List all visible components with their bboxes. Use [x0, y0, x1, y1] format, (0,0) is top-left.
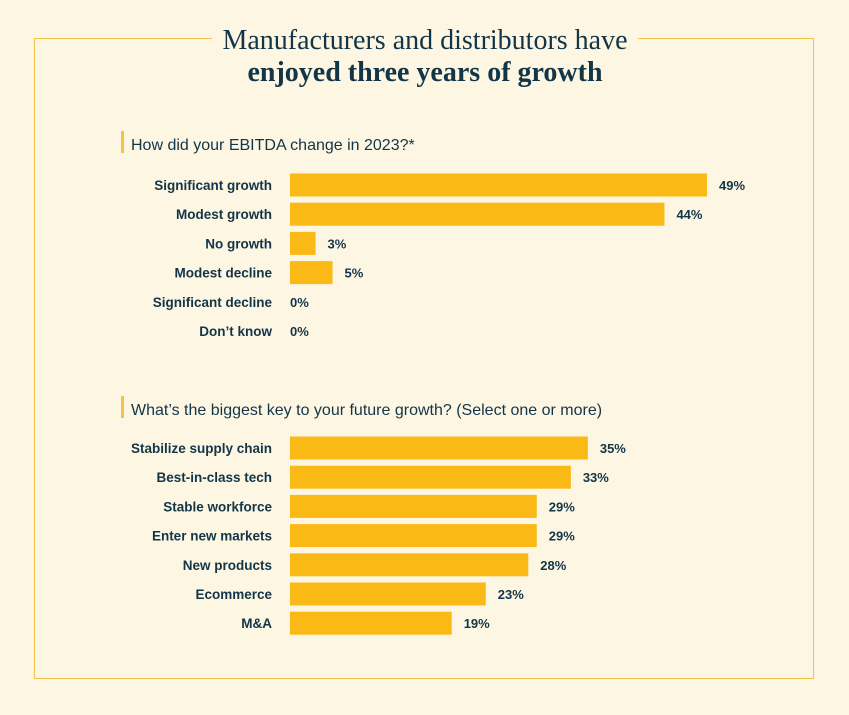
chart-1-value-label: 0%	[290, 324, 309, 339]
chart-1-question: How did your EBITDA change in 2023?*	[131, 137, 415, 154]
chart-2-value-label: 29%	[549, 529, 575, 544]
chart-1-value-label: 5%	[345, 266, 364, 281]
chart-1-value-label: 0%	[290, 295, 309, 310]
chart-1-category-label: Modest growth	[176, 207, 272, 222]
chart-2-category-label: New products	[183, 558, 272, 573]
chart-2-bar	[290, 553, 529, 577]
chart-2-value-label: 28%	[540, 558, 566, 573]
chart-2-value-label: 19%	[464, 616, 490, 631]
chart-2-category-label: Best-in-class tech	[156, 470, 272, 485]
chart-2-bar	[290, 611, 452, 635]
chart-1-category-label: Significant decline	[153, 295, 273, 310]
chart-2-bar	[290, 436, 588, 460]
chart-2-category-label: Stabilize supply chain	[131, 441, 272, 456]
chart-2-category-label: Enter new markets	[152, 529, 272, 544]
chart-1-category-label: Modest decline	[174, 266, 272, 281]
chart-2-value-label: 35%	[600, 441, 626, 456]
chart-2-bar	[290, 494, 537, 518]
chart-1-value-label: 49%	[719, 178, 745, 193]
chart-2-bar	[290, 524, 537, 548]
question-accent-bar-2	[121, 396, 124, 418]
chart-1-bar	[290, 261, 333, 285]
title-line-2: enjoyed three years of growth	[247, 57, 603, 88]
chart-2-bar	[290, 465, 571, 489]
chart-1-bar	[290, 173, 707, 197]
chart-2-category-label: Ecommerce	[195, 587, 272, 602]
chart-title: Manufacturers and distributors have enjo…	[212, 20, 638, 90]
title-line-1: Manufacturers and distributors have	[222, 25, 628, 56]
chart-2-category-label: M&A	[241, 616, 272, 631]
chart-2-value-label: 29%	[549, 499, 575, 514]
chart-1-bar	[290, 231, 316, 255]
chart-2-value-label: 33%	[583, 470, 609, 485]
chart-1-value-label: 3%	[328, 236, 347, 251]
chart-1-value-label: 44%	[676, 207, 702, 222]
chart-2-value-label: 23%	[498, 587, 524, 602]
chart-1-category-label: Significant growth	[154, 178, 272, 193]
chart-2-category-label: Stable workforce	[163, 499, 272, 514]
chart-1-category-label: Don’t know	[199, 324, 272, 339]
chart-1-bar	[290, 202, 665, 226]
chart-1-category-label: No growth	[205, 236, 272, 251]
chart-2-bar	[290, 582, 486, 606]
question-accent-bar-1	[121, 131, 124, 153]
chart-2-question: What’s the biggest key to your future gr…	[131, 402, 602, 419]
